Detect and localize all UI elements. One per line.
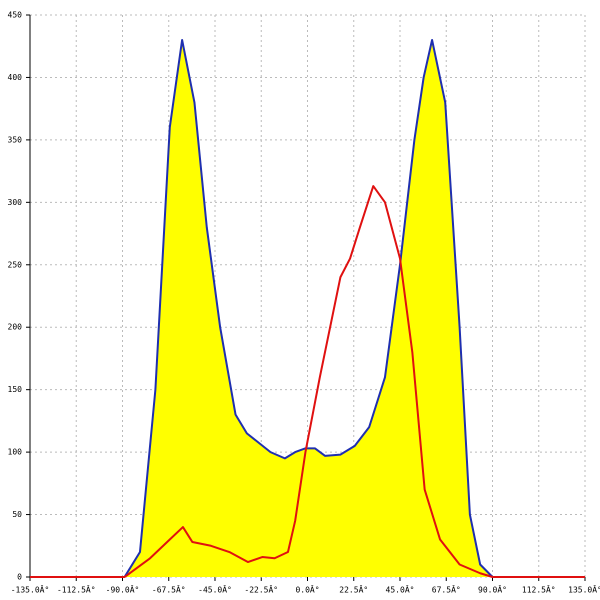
- y-tick-label: 0: [17, 573, 22, 582]
- x-tick-label: 22.5Â°: [339, 584, 368, 595]
- y-tick-label: 400: [8, 73, 23, 82]
- x-tick-label: -112.5Â°: [57, 584, 96, 595]
- area: [124, 39, 493, 577]
- y-tick-label: 350: [8, 135, 23, 144]
- x-tick-label: 0.0Â°: [295, 584, 319, 595]
- y-tick-label: 450: [8, 11, 23, 20]
- y-tick-label: 50: [12, 510, 22, 519]
- y-tick-label: 200: [8, 323, 23, 332]
- x-tick-label: -90.0Â°: [106, 584, 140, 595]
- y-tick-label: 300: [8, 198, 23, 207]
- x-tick-label: -135.0Â°: [11, 584, 50, 595]
- x-tick-label: -67.5Â°: [152, 584, 186, 595]
- x-tick-label: 90.0Â°: [478, 584, 507, 595]
- line: [123, 38, 494, 578]
- y-tick-label: 100: [8, 448, 23, 457]
- x-tick-label: 135.0Â°: [568, 584, 600, 595]
- x-tick-label: -45.0Â°: [198, 584, 232, 595]
- x-tick-label: 67.5Â°: [432, 584, 461, 595]
- line: [30, 185, 585, 578]
- x-tick-label: 112.5Â°: [522, 584, 556, 595]
- x-tick-label: -22.5Â°: [244, 584, 278, 595]
- y-tick-label: 250: [8, 260, 23, 269]
- y-tick-label: 150: [8, 385, 23, 394]
- x-tick-label: 45.0Â°: [386, 584, 415, 595]
